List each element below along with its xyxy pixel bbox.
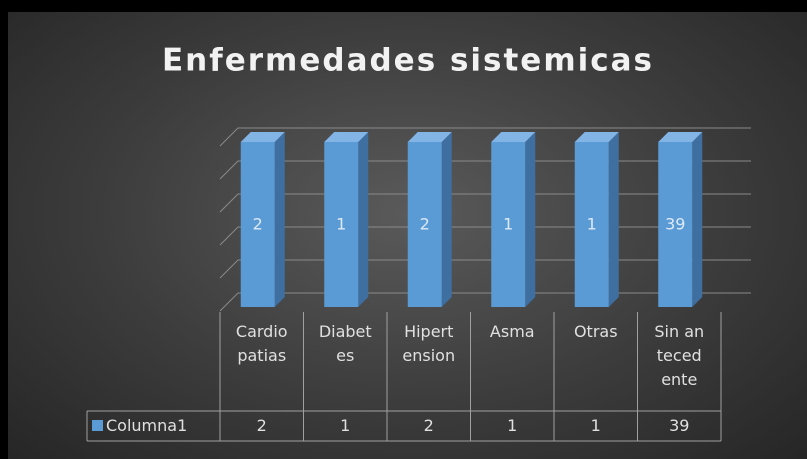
table-value: 39 (669, 416, 690, 435)
bar-side (692, 132, 703, 307)
bar-top (491, 132, 536, 142)
bar-top (324, 132, 369, 142)
data-label: 1 (587, 215, 597, 234)
bar-top (240, 132, 285, 142)
legend-swatch (92, 420, 103, 431)
data-label: 1 (503, 215, 513, 234)
data-label: 2 (253, 215, 263, 234)
table-value: 2 (256, 416, 267, 435)
table-value: 2 (423, 416, 434, 435)
data-label: 2 (420, 215, 430, 234)
chart: Enfermedades sistemicas 2 1 2 1 1 39 Cardiopa… (8, 12, 807, 459)
category-text: Asma (489, 322, 535, 341)
bar-side (441, 132, 452, 307)
bar-top (574, 132, 619, 142)
bar (324, 142, 359, 307)
bar (658, 142, 693, 307)
category-text: Sin antecedente (654, 322, 705, 389)
category-label: Sin antecedente (638, 320, 722, 392)
legend-entry: Columna1 (92, 414, 220, 438)
bar-side (274, 132, 285, 307)
bar (407, 142, 442, 307)
category-text: Hipertension (402, 322, 456, 365)
category-label: Cardiopatias (220, 320, 304, 368)
table-value: 1 (507, 416, 518, 435)
bar-top (407, 132, 452, 142)
bar (491, 142, 526, 307)
chart-title: Enfermedades sistemicas (162, 43, 654, 79)
bar-side (358, 132, 369, 307)
bar-side (608, 132, 619, 307)
category-label: Asma (471, 320, 555, 344)
plot: Enfermedades sistemicas 2 1 2 1 1 39 (86, 43, 751, 442)
table-value: 1 (340, 416, 351, 435)
bar (240, 142, 275, 307)
data-label: 39 (665, 215, 685, 234)
grid-line (219, 127, 751, 147)
category-label: Diabetes (304, 320, 388, 368)
category-text: Otras (573, 322, 618, 341)
category-text: Cardiopatias (235, 322, 288, 365)
table-value: 1 (590, 416, 601, 435)
category-label: Hipertension (387, 320, 471, 368)
bar-top (658, 132, 703, 142)
category-label: Otras (554, 320, 638, 344)
category-text: Diabetes (318, 322, 372, 365)
bar-side (525, 132, 536, 307)
legend-text: Columna1 (106, 416, 188, 435)
bar (574, 142, 609, 307)
data-label: 1 (336, 215, 346, 234)
